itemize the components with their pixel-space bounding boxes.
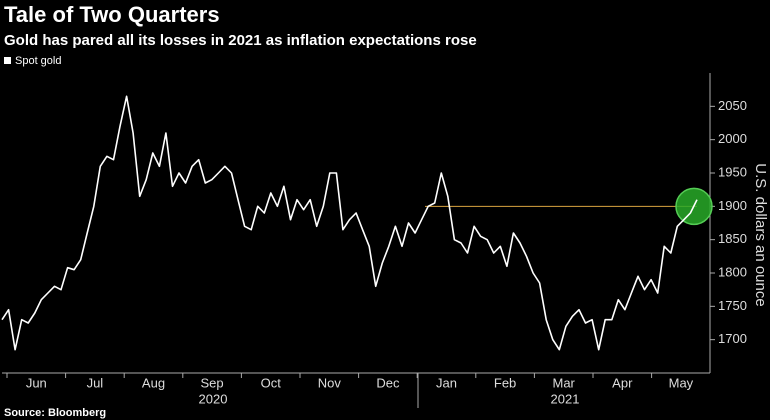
legend-swatch bbox=[4, 57, 11, 64]
source: Source: Bloomberg bbox=[4, 407, 106, 419]
legend-label: Spot gold bbox=[15, 55, 61, 67]
chart-subtitle: Gold has pared all its losses in 2021 as… bbox=[4, 32, 477, 49]
y-tick-label: 1700 bbox=[718, 331, 747, 346]
x-tick-label: Apr bbox=[612, 375, 633, 390]
x-tick-label: Aug bbox=[142, 375, 165, 390]
x-tick-label: Sep bbox=[201, 375, 224, 390]
x-tick-label: Jan bbox=[436, 375, 457, 390]
x-tick-label: Jun bbox=[26, 375, 47, 390]
x-tick-label: Dec bbox=[376, 375, 400, 390]
y-tick-label: 1800 bbox=[718, 264, 747, 279]
chart-title: Tale of Two Quarters bbox=[4, 2, 220, 27]
x-tick-label: Feb bbox=[494, 375, 516, 390]
year-label: 2020 bbox=[199, 391, 228, 406]
x-tick-label: Jul bbox=[87, 375, 104, 390]
y-tick-label: 2000 bbox=[718, 131, 747, 146]
y-tick-label: 2050 bbox=[718, 98, 747, 113]
x-tick-label: Oct bbox=[261, 375, 282, 390]
y-tick-label: 1850 bbox=[718, 231, 747, 246]
series-line bbox=[1, 95, 698, 351]
y-tick-label: 1750 bbox=[718, 298, 747, 313]
x-tick-label: Nov bbox=[318, 375, 342, 390]
year-label: 2021 bbox=[551, 391, 580, 406]
y-tick-label: 1950 bbox=[718, 164, 747, 179]
x-tick-label: Mar bbox=[553, 375, 576, 390]
y-axis-label: U.S. dollars an ounce bbox=[752, 163, 769, 306]
x-tick-label: May bbox=[669, 375, 694, 390]
y-tick-label: 1900 bbox=[718, 198, 747, 213]
